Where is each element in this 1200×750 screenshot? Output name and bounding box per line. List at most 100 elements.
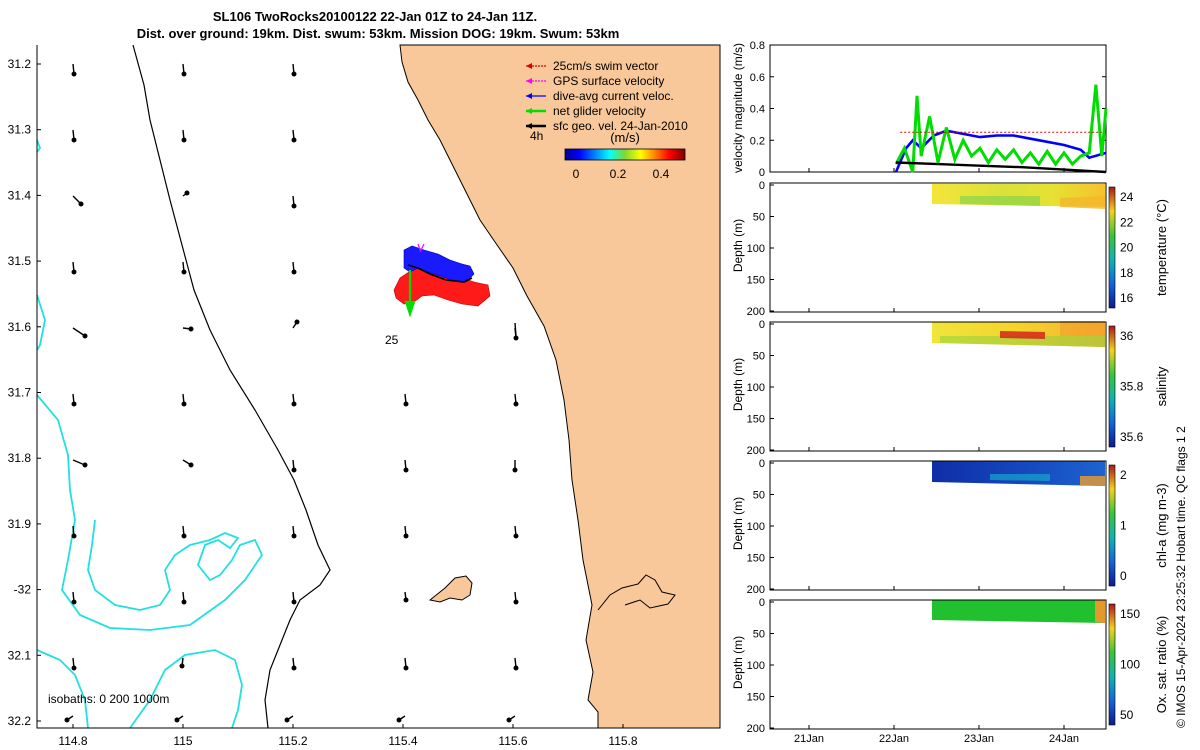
oxy-cbar-tick: 100	[1120, 658, 1140, 672]
isobath-200m	[132, 44, 331, 729]
chl-depth-label: 100	[747, 521, 765, 533]
lat-tick-label: 31.3	[8, 123, 32, 137]
colorbar-tick-1: 0.2	[610, 167, 627, 181]
net-glider-velocity	[404, 270, 416, 318]
velocity-series	[894, 84, 1108, 174]
glider-track	[393, 243, 491, 318]
chl-cbar-tick: 1	[1120, 519, 1127, 533]
legend-label-dive: dive-avg current veloc.	[553, 89, 674, 103]
legend-arrowhead-gps	[526, 78, 532, 84]
sfc-arrow-head	[403, 533, 409, 539]
oxy-depth-label: 0	[759, 597, 765, 609]
velocity-tick-label: 0.2	[750, 135, 765, 147]
temp-colorbar	[1108, 186, 1116, 309]
sfc-arrow-head	[291, 137, 297, 143]
chl-edge-patch	[1080, 476, 1105, 486]
time-label: 4h	[530, 129, 543, 143]
oxy-depth-label: 50	[753, 629, 765, 641]
sfc-arrow-head	[513, 665, 519, 671]
lat-ticks: 31.2 31.3 31.4 31.5 31.6 31.7 31.8 31.9 -32 32.1 3…	[8, 57, 41, 728]
sfc-arrow-head	[291, 599, 297, 605]
sfc-arrow-head	[71, 137, 77, 143]
legend-arrowhead-sfc	[526, 123, 532, 129]
sal-ylabel: Depth (m)	[731, 358, 745, 411]
lat-tick-label: 32.2	[8, 714, 32, 728]
lat-tick-label: 31.5	[8, 254, 32, 268]
temp-cbar-tick: 20	[1120, 241, 1134, 255]
sal-depth-label: 100	[747, 382, 765, 394]
gps-surface-velocity	[417, 243, 425, 253]
sal-depth-label: 50	[753, 351, 765, 363]
velocity-axes	[769, 44, 1107, 173]
lon-tick-label: 115.8	[608, 734, 637, 748]
sfc-arrow-head	[188, 326, 194, 332]
oxy-ylabel: Depth (m)	[731, 636, 745, 689]
sfc-arrow-head	[71, 665, 77, 671]
sfc-arrow-head	[181, 269, 187, 275]
temp-cbar-tick: 16	[1120, 291, 1134, 305]
sfc-arrow-head	[181, 533, 187, 539]
legend-label-net: net glider velocity	[553, 104, 646, 118]
oxy-depth-label: 100	[747, 660, 765, 672]
oxy-data-band	[932, 600, 1105, 623]
sal-cbar-label: salinity	[1154, 366, 1169, 406]
oxy-depth-label: 150	[747, 692, 765, 704]
legend-arrowhead-net	[526, 108, 532, 114]
sfc-arrow-head	[291, 467, 297, 473]
temp-depth-label: 200	[747, 306, 765, 318]
lat-tick-label: 31.9	[8, 517, 32, 531]
velocity-panel: 0 0.2 0.4 0.6 0.8 velocity magnitude (m/s)	[731, 40, 1108, 179]
temp-depth-label: 150	[747, 275, 765, 287]
colorbar-tick-2: 0.4	[653, 167, 670, 181]
sfc-arrow-head	[181, 599, 187, 605]
scale-label: 25	[385, 333, 399, 347]
temp-edge-layer	[1060, 196, 1105, 209]
oxy-cbar-tick: 50	[1120, 708, 1134, 722]
sfc-arrow-head	[513, 599, 519, 605]
island	[428, 575, 473, 603]
sfc-arrow-head	[291, 533, 297, 539]
sal-deep-layer	[940, 336, 1105, 347]
lat-tick-label: 31.8	[8, 451, 32, 465]
sfc-arrow	[514, 322, 517, 337]
temp-cbar-tick: 18	[1120, 266, 1134, 280]
lon-tick-label: 115	[173, 734, 192, 748]
velocity-series-3	[895, 161, 1107, 174]
legend-label-gps: GPS surface velocity	[553, 74, 664, 88]
lat-tick-label: 31.4	[8, 188, 32, 202]
sfc-arrow-head	[188, 462, 194, 468]
oxy-depth-label: 200	[747, 723, 765, 735]
oxy-edge-patch	[1095, 600, 1105, 623]
lon-tick-label: 114.8	[58, 734, 87, 748]
lon-tick-label: 115.2	[278, 734, 307, 748]
sfc-arrow-head	[82, 462, 88, 468]
sal-cbar-tick: 35.8	[1120, 380, 1144, 394]
velocity-tick-label: 0.4	[750, 104, 765, 116]
sal-depth-label: 150	[747, 414, 765, 426]
temp-cbar-label: temperature (°C)	[1154, 199, 1169, 296]
chl-cbar-label: chl-a (mg m-3)	[1154, 483, 1169, 568]
sal-high-patch	[1000, 331, 1045, 339]
sfc-velocity-arrows	[64, 63, 519, 723]
track-line	[407, 264, 473, 283]
sfc-arrow-head	[291, 401, 297, 407]
sfc-arrow-head	[71, 599, 77, 605]
sfc-arrow-head	[181, 401, 187, 407]
sfc-arrow-head	[179, 663, 185, 669]
oxy-cbar-label: Ox. sat. ratio (%)	[1154, 616, 1169, 714]
oxy-colorbar	[1108, 603, 1116, 726]
land-mass	[399, 44, 721, 729]
colorbar-title: (m/s)	[610, 130, 640, 145]
lat-tick-label: 32.1	[8, 648, 32, 662]
time-tick-label: 24Jan	[1049, 733, 1079, 745]
sfc-arrow-head	[291, 269, 297, 275]
sfc-arrow-head	[174, 717, 180, 723]
sfc-arrow-head	[71, 269, 77, 275]
time-tick-label: 21Jan	[794, 733, 824, 745]
sfc-arrow-head	[181, 137, 187, 143]
sfc-arrow-head	[82, 333, 88, 339]
sfc-arrow-head	[513, 533, 519, 539]
sfc-arrow-head	[294, 319, 300, 325]
